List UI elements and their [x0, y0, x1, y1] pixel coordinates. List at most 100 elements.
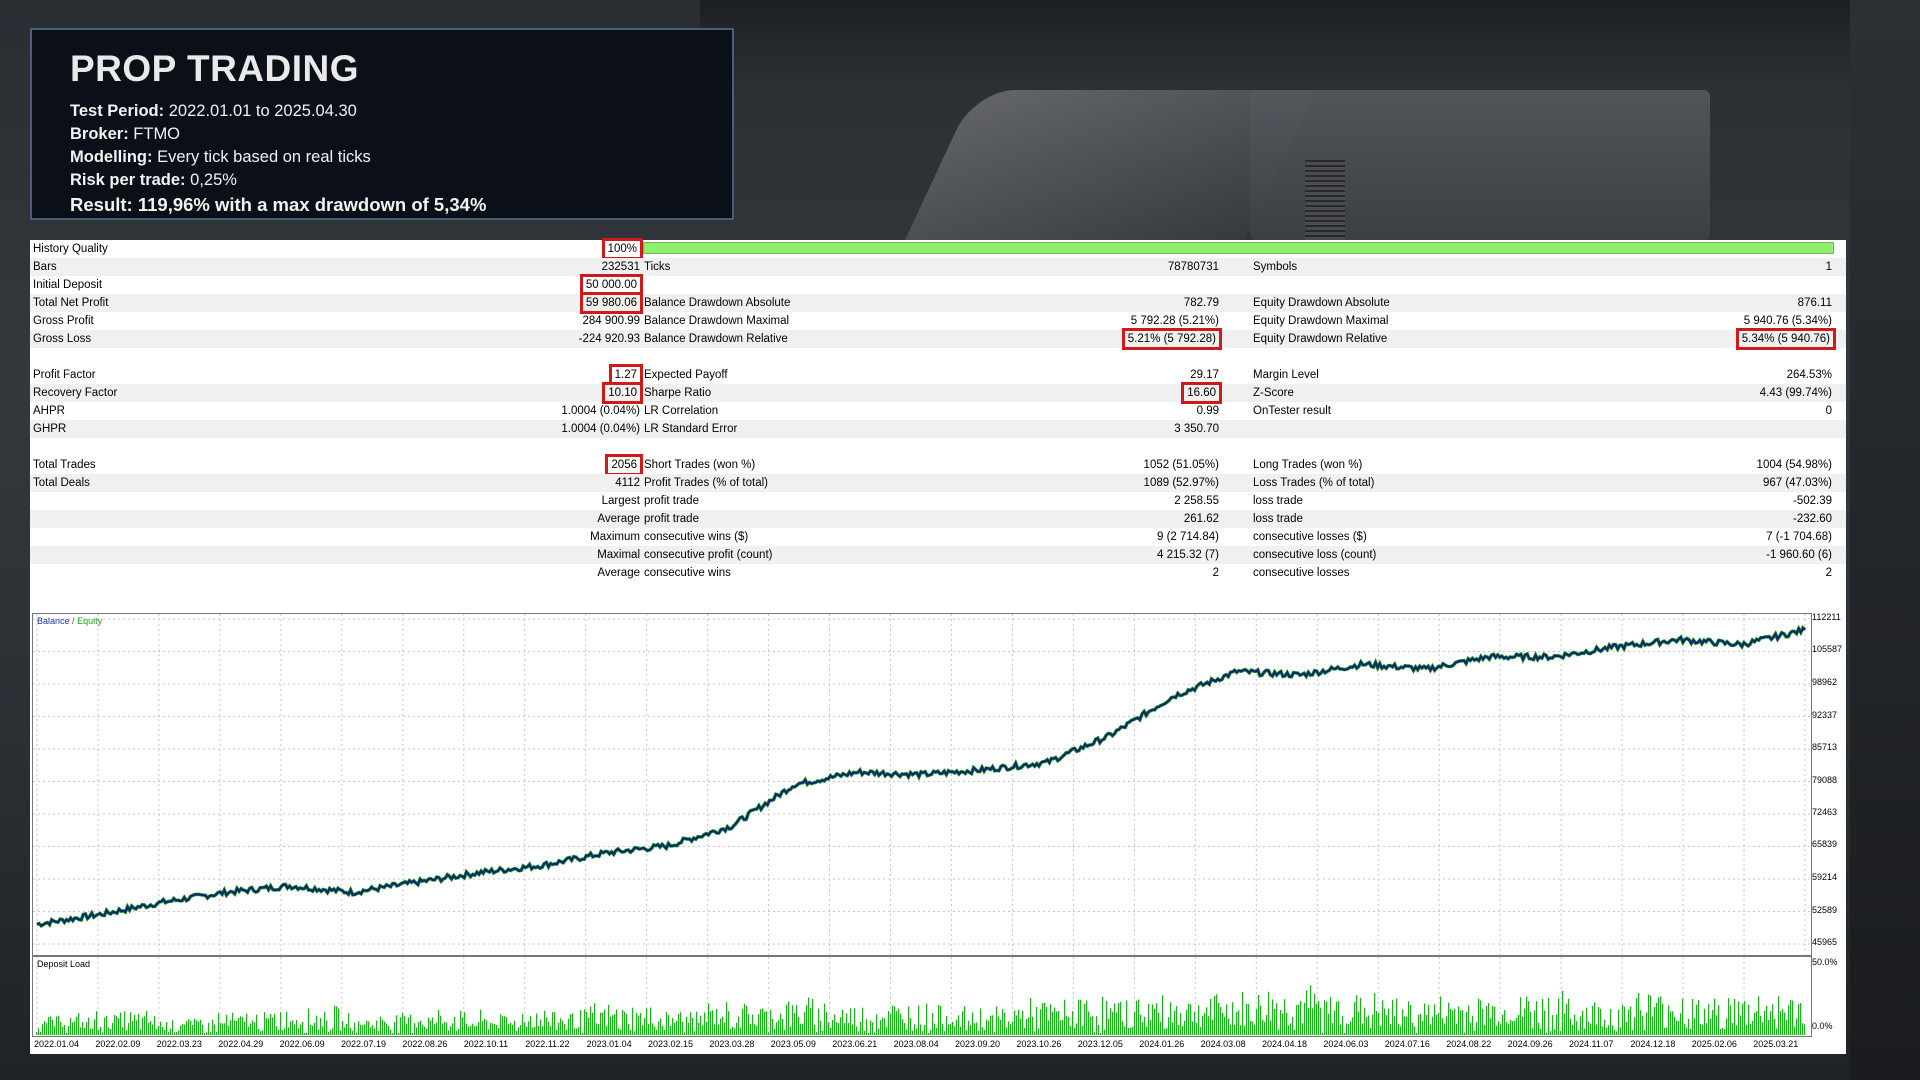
- deposit-load-bar: [942, 1023, 944, 1035]
- y-tick-label: 45965: [1812, 937, 1838, 947]
- x-tick-label: 2025.03.21: [1753, 1039, 1799, 1049]
- deposit-load-bar: [446, 1022, 448, 1035]
- deposit-load-bar: [740, 1027, 742, 1035]
- deposit-load-bar: [222, 1023, 224, 1035]
- x-tick-label: 2022.10.11: [463, 1039, 509, 1049]
- deposit-load-bar: [784, 1029, 786, 1035]
- deposit-load-bar: [1144, 1016, 1146, 1035]
- deposit-load-bar: [460, 1010, 462, 1035]
- deposit-load-bar: [1154, 1008, 1156, 1035]
- deposit-load-bar: [70, 1017, 72, 1035]
- deposit-load-bar: [1130, 1027, 1132, 1035]
- deposit-load-bar: [808, 997, 810, 1035]
- deposit-load-bar: [280, 1012, 282, 1035]
- x-tick-label: 2024.04.18: [1262, 1039, 1308, 1049]
- deposit-load-bar: [1304, 1002, 1306, 1035]
- deposit-load-bar: [1066, 1015, 1068, 1035]
- loss-trades-value: 967 (47.03%): [1762, 477, 1832, 489]
- deposit-load-bar: [304, 1033, 306, 1035]
- deposit-load-bar: [536, 1013, 538, 1035]
- deposit-load-bar: [1084, 1003, 1086, 1035]
- result-value: 119,96% with a max drawdown of 5,34%: [137, 194, 487, 215]
- deposit-load-bar: [1336, 1001, 1338, 1035]
- deposit-load-bar: [1614, 1029, 1616, 1035]
- deposit-load-bar: [1292, 1016, 1294, 1035]
- deposit-load-bar: [616, 1009, 618, 1035]
- deposit-load-bar: [556, 1029, 558, 1035]
- maximum-wins-label: consecutive wins ($): [644, 531, 749, 543]
- x-tick-label: 2022.06.09: [279, 1039, 325, 1049]
- deposit-load-bar: [602, 1012, 604, 1035]
- deposit-load-bar: [1516, 1017, 1518, 1035]
- deposit-load-bar: [1208, 1016, 1210, 1035]
- deposit-load-bar: [132, 1021, 134, 1035]
- deposit-load-bar: [1016, 1015, 1018, 1035]
- deposit-load-bar: [1782, 1009, 1784, 1035]
- deposit-load-bar: [660, 1018, 662, 1035]
- deposit-load-bar: [1724, 1029, 1726, 1035]
- deposit-load-bar: [1548, 998, 1550, 1035]
- deposit-load-bar: [388, 1025, 390, 1035]
- deposit-load-bar: [1120, 1001, 1122, 1035]
- deposit-load-bar: [848, 1022, 850, 1035]
- deposit-load-bar: [1054, 1007, 1056, 1035]
- deposit-load-bar: [1374, 993, 1376, 1035]
- deposit-load-bar: [1078, 999, 1080, 1035]
- deposit-load-bar: [984, 1029, 986, 1035]
- deposit-load-bar: [1008, 1021, 1010, 1035]
- deposit-load-bar: [1408, 1001, 1410, 1035]
- deposit-load-bar: [1048, 1020, 1050, 1035]
- report-row-profit-factor: Profit Factor 1.27 Expected Payoff 29.17…: [30, 364, 1846, 386]
- balance-dd-rel-label: Balance Drawdown Relative: [644, 333, 788, 345]
- deposit-load-bar: [504, 1016, 506, 1035]
- deposit-load-bar: [994, 1032, 996, 1035]
- deposit-load-bar: [1212, 1019, 1214, 1035]
- deposit-load-bar: [666, 1012, 668, 1035]
- deposit-load-bar: [110, 1029, 112, 1035]
- deposit-load-bar: [1004, 1012, 1006, 1035]
- deposit-load-bar: [768, 1032, 770, 1035]
- deposit-load-bar: [1424, 1003, 1426, 1035]
- deposit-load-bar: [558, 1022, 560, 1035]
- deposit-load-bar: [1416, 1032, 1418, 1035]
- deposit-load-bar: [1454, 1008, 1456, 1035]
- deposit-load-bar: [1450, 1008, 1452, 1035]
- deposit-load-bar: [562, 1020, 564, 1035]
- deposit-load-bar: [1752, 1020, 1754, 1035]
- deposit-load-bar: [1370, 1027, 1372, 1035]
- deposit-load-bar: [608, 1004, 610, 1035]
- deposit-load-bar: [606, 1025, 608, 1035]
- deposit-load-bar: [1652, 1016, 1654, 1035]
- deposit-load-bar: [748, 1014, 750, 1035]
- deposit-load-bar: [1380, 1025, 1382, 1035]
- x-tick-label: 2023.12.05: [1077, 1039, 1123, 1049]
- deposit-load-bar: [1202, 1015, 1204, 1035]
- deposit-load-bar: [1406, 1016, 1408, 1035]
- report-row-maximal: Maximal consecutive profit (count) 4 215…: [30, 546, 1846, 564]
- deposit-load-bar: [1778, 996, 1780, 1035]
- report-row-history-quality: History Quality 100%: [30, 238, 1846, 260]
- deposit-load-bar: [858, 1031, 860, 1035]
- chart-legend: Balance / Equity: [37, 616, 102, 626]
- deposit-load-bar: [612, 1015, 614, 1035]
- deposit-load-bar: [822, 1030, 824, 1035]
- largest-profit-label: profit trade: [644, 495, 699, 507]
- average-label: Average: [597, 513, 640, 525]
- deposit-load-bar: [340, 1030, 342, 1035]
- test-period-value: 2022.01.01 to 2025.04.30: [168, 102, 357, 120]
- deposit-load-bar: [1288, 1025, 1290, 1035]
- deposit-load-bar: [976, 1022, 978, 1035]
- deposit-load-bar: [918, 1005, 920, 1035]
- deposit-load-bar: [454, 1017, 456, 1035]
- deposit-load-bar: [794, 1013, 796, 1035]
- deposit-load-bar: [168, 1031, 170, 1035]
- deposit-load-bar: [1042, 1003, 1044, 1035]
- deposit-load-bar: [592, 1012, 594, 1035]
- deposit-load-bar: [732, 1026, 734, 1035]
- broker-label: Broker:: [70, 125, 129, 143]
- deposit-load-bar: [1222, 1012, 1224, 1035]
- deposit-load-bar: [432, 1017, 434, 1035]
- total-deals-value: 4112: [615, 477, 640, 489]
- deposit-load-bar: [704, 1012, 706, 1035]
- deposit-load-bar: [1400, 1026, 1402, 1035]
